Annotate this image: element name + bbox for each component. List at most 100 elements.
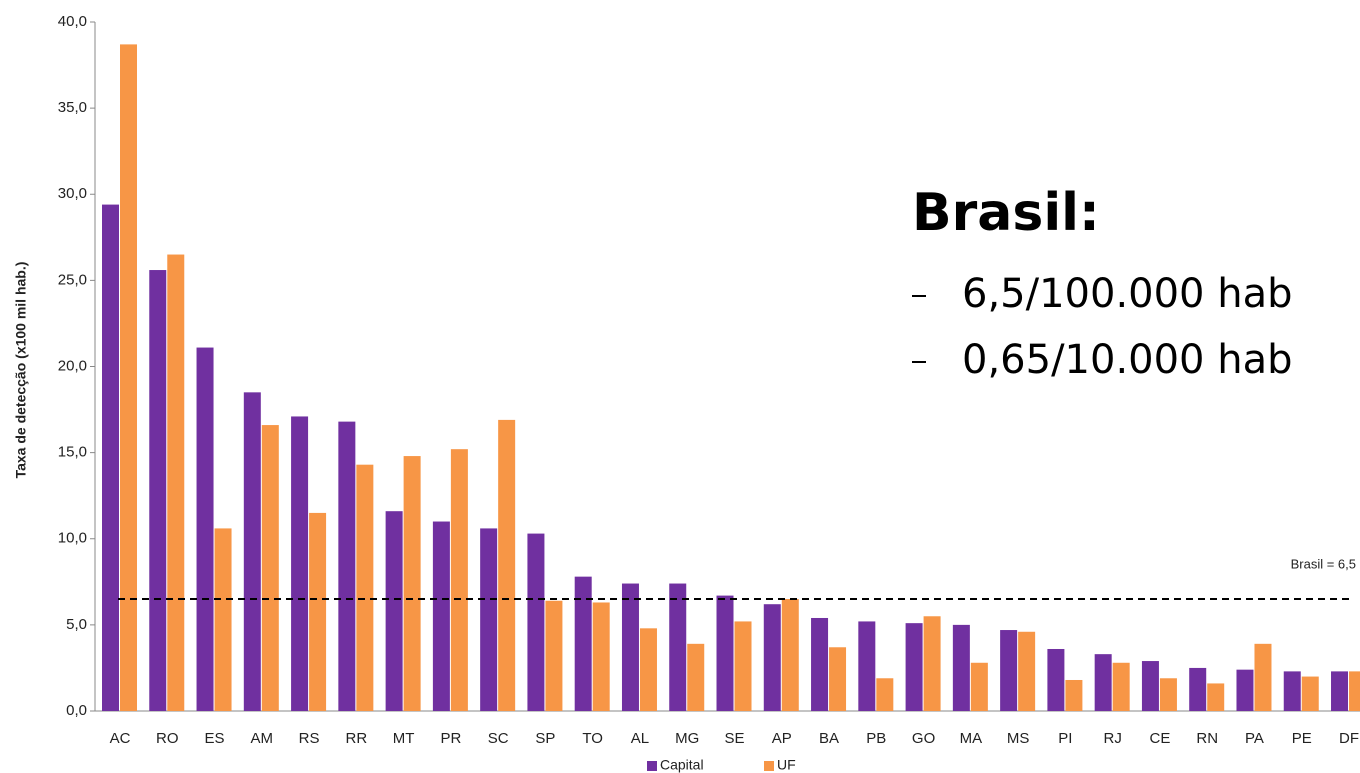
- legend-label: UF: [777, 757, 796, 773]
- legend-swatch: [647, 761, 657, 771]
- x-tick-label: SC: [488, 730, 509, 747]
- bar: [811, 617, 829, 711]
- bar: [261, 425, 279, 711]
- bar: [1065, 679, 1083, 711]
- legend-label: Capital: [660, 757, 704, 773]
- x-tick-label: RJ: [1103, 730, 1121, 747]
- x-tick-label: BA: [819, 730, 839, 747]
- bar: [338, 421, 356, 711]
- bar: [243, 392, 261, 711]
- x-tick-label: DF: [1339, 730, 1359, 747]
- bar: [1189, 667, 1207, 711]
- bar: [309, 512, 327, 711]
- x-tick-label: PR: [440, 730, 461, 747]
- bar: [1207, 683, 1225, 711]
- bar: [527, 533, 545, 711]
- x-tick-label: CE: [1150, 730, 1171, 747]
- bar: [1000, 630, 1018, 711]
- x-tick-label: AM: [251, 730, 274, 747]
- bar: [403, 456, 421, 711]
- bar: [970, 662, 988, 711]
- bar: [716, 595, 734, 711]
- bar: [669, 583, 687, 711]
- bar: [480, 528, 498, 711]
- x-tick-label: AP: [772, 730, 792, 747]
- x-tick-label: TO: [582, 730, 603, 747]
- bar: [905, 623, 923, 711]
- bar: [734, 621, 752, 711]
- bar: [952, 624, 970, 711]
- y-tick-label: 10,0: [58, 530, 87, 547]
- reference-label: Brasil = 6,5: [1291, 556, 1356, 571]
- x-tick-label: RN: [1196, 730, 1218, 747]
- bar: [120, 44, 137, 711]
- bar: [923, 616, 941, 711]
- x-tick-label: RS: [299, 730, 320, 747]
- x-tick-label: PB: [866, 730, 886, 747]
- x-tick-label: MT: [393, 730, 415, 747]
- bar: [1349, 671, 1360, 711]
- bar: [196, 347, 214, 711]
- bar: [102, 204, 119, 711]
- callout-item: 0,65/10.000 hab: [962, 337, 1292, 383]
- bar: [149, 270, 167, 711]
- y-tick-label: 0,0: [66, 702, 87, 719]
- bar: [574, 576, 592, 711]
- x-tick-label: SE: [725, 730, 745, 747]
- legend-swatch: [764, 761, 774, 771]
- x-tick-label: MG: [675, 730, 699, 747]
- x-tick-label: MA: [960, 730, 983, 747]
- bar: [763, 604, 781, 711]
- bar: [450, 449, 468, 711]
- callout-title: Brasil:: [912, 183, 1100, 243]
- callout-item: 6,5/100.000 hab: [962, 271, 1292, 317]
- bar: [498, 419, 516, 711]
- bar: [214, 528, 232, 711]
- bar: [1301, 676, 1319, 711]
- bar: [1047, 648, 1065, 711]
- x-tick-label: PA: [1245, 730, 1264, 747]
- bar: [687, 643, 705, 711]
- bar: [1141, 661, 1159, 711]
- x-tick-label: GO: [912, 730, 935, 747]
- bar: [432, 521, 450, 711]
- bar: [385, 511, 403, 711]
- bar: [1094, 654, 1112, 711]
- bar: [639, 628, 657, 711]
- x-tick-label: PE: [1292, 730, 1312, 747]
- bar: [858, 621, 876, 711]
- bar: [1112, 662, 1130, 711]
- x-tick-label: AC: [110, 730, 131, 747]
- bar: [1283, 671, 1301, 711]
- y-axis-label: Taxa de detecção (x100 mil hab.): [13, 262, 29, 479]
- y-tick-label: 5,0: [66, 616, 87, 633]
- x-tick-label: MS: [1007, 730, 1030, 747]
- bar: [1018, 631, 1036, 711]
- bar: [1236, 669, 1254, 711]
- x-tick-label: SP: [535, 730, 555, 747]
- x-tick-label: RO: [156, 730, 179, 747]
- bar: [829, 647, 847, 711]
- x-tick-label: RR: [346, 730, 368, 747]
- y-tick-label: 35,0: [58, 99, 87, 116]
- x-tick-label: ES: [205, 730, 225, 747]
- bar: [1159, 678, 1177, 711]
- bar: [1254, 643, 1272, 711]
- y-tick-label: 15,0: [58, 444, 87, 461]
- x-tick-label: AL: [631, 730, 649, 747]
- y-tick-label: 20,0: [58, 357, 87, 374]
- bar: [1331, 671, 1349, 711]
- bar: [876, 678, 894, 711]
- x-tick-label: PI: [1058, 730, 1072, 747]
- bar: [621, 583, 639, 711]
- bar: [545, 600, 563, 711]
- bar: [291, 416, 309, 711]
- bar: [356, 464, 374, 711]
- y-tick-label: 30,0: [58, 185, 87, 202]
- y-tick-label: 40,0: [58, 13, 87, 30]
- bar: [781, 599, 799, 711]
- bar: [167, 254, 185, 711]
- y-tick-label: 25,0: [58, 271, 87, 288]
- bar: [592, 602, 610, 711]
